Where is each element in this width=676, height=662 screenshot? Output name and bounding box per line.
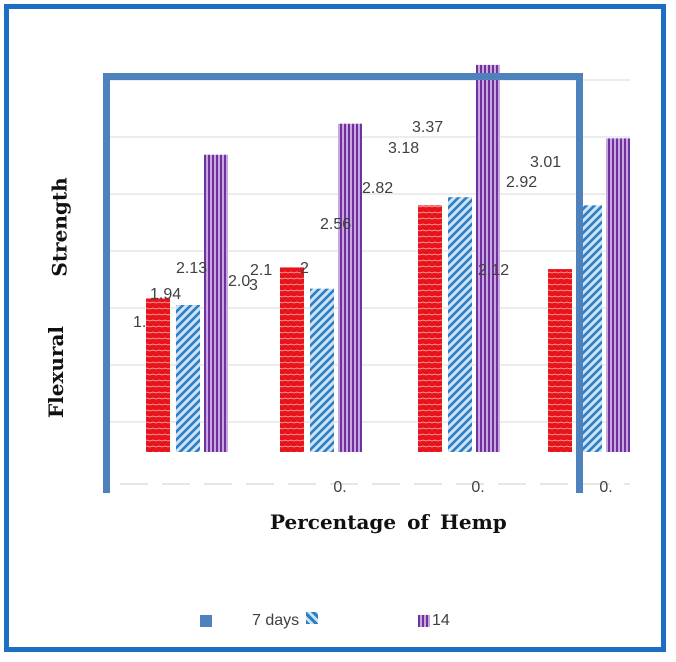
- data-label: 2.13: [176, 260, 207, 277]
- bar-series-2-cat-1: [176, 305, 200, 452]
- data-label: 3.18: [388, 140, 419, 157]
- bar-series-2-cat-3: [448, 197, 472, 452]
- data-label: 3.01: [530, 154, 561, 171]
- category-label: 0.: [471, 479, 484, 496]
- y-axis-label-strength: Strength: [47, 177, 72, 277]
- category-label: 0.: [599, 479, 612, 496]
- bar-series-1-cat-1: [146, 298, 170, 452]
- data-label: 2.0: [228, 273, 250, 290]
- data-label: 2: [300, 260, 309, 277]
- y-axis-label-flexural: Flexural: [44, 325, 69, 419]
- data-labels: 1.1.942.132.032.1 22.562.823.183.372.122.…: [133, 119, 561, 331]
- data-label: 1.: [133, 314, 146, 331]
- legend-label-14: 14: [432, 612, 450, 629]
- data-label: 2.1: [250, 262, 272, 279]
- plot-area-border: [103, 73, 583, 493]
- x-axis-label: Percentage of Hemp: [270, 510, 507, 534]
- legend-item-1: 7 days: [200, 612, 299, 630]
- data-label: 2.12: [478, 262, 509, 279]
- legend-item-3: 14: [418, 612, 450, 630]
- legend-item-2: [306, 612, 326, 624]
- data-label: 2.82: [362, 180, 393, 197]
- bar-series-3-cat-3: [476, 64, 500, 453]
- bar-series-3-cat-2: [338, 123, 362, 452]
- bar-series-2-cat-2: [310, 288, 334, 452]
- data-label: 3.37: [412, 119, 443, 136]
- bars: [146, 64, 630, 453]
- bar-series-1-cat-3: [418, 205, 442, 452]
- bar-series-1-cat-2: [280, 267, 304, 452]
- bar-series-1-cat-4: [548, 269, 572, 452]
- legend-label-7-days: 7 days: [252, 612, 300, 629]
- legend-swatch-blue: [306, 612, 318, 624]
- category-labels: 0. 0. 0.: [333, 479, 612, 496]
- data-label: 2.92: [506, 174, 537, 191]
- data-label: 1.94: [150, 286, 181, 303]
- bar-series-3-cat-4: [606, 138, 630, 452]
- data-label: 2.56: [320, 216, 351, 233]
- category-label: 0.: [333, 479, 346, 496]
- data-label: 3: [249, 277, 258, 294]
- legend-swatch-14: [418, 615, 430, 627]
- bar-series-3-cat-1: [204, 154, 228, 452]
- legend-swatch-7-days: [200, 615, 212, 627]
- outer-frame: [4, 4, 666, 652]
